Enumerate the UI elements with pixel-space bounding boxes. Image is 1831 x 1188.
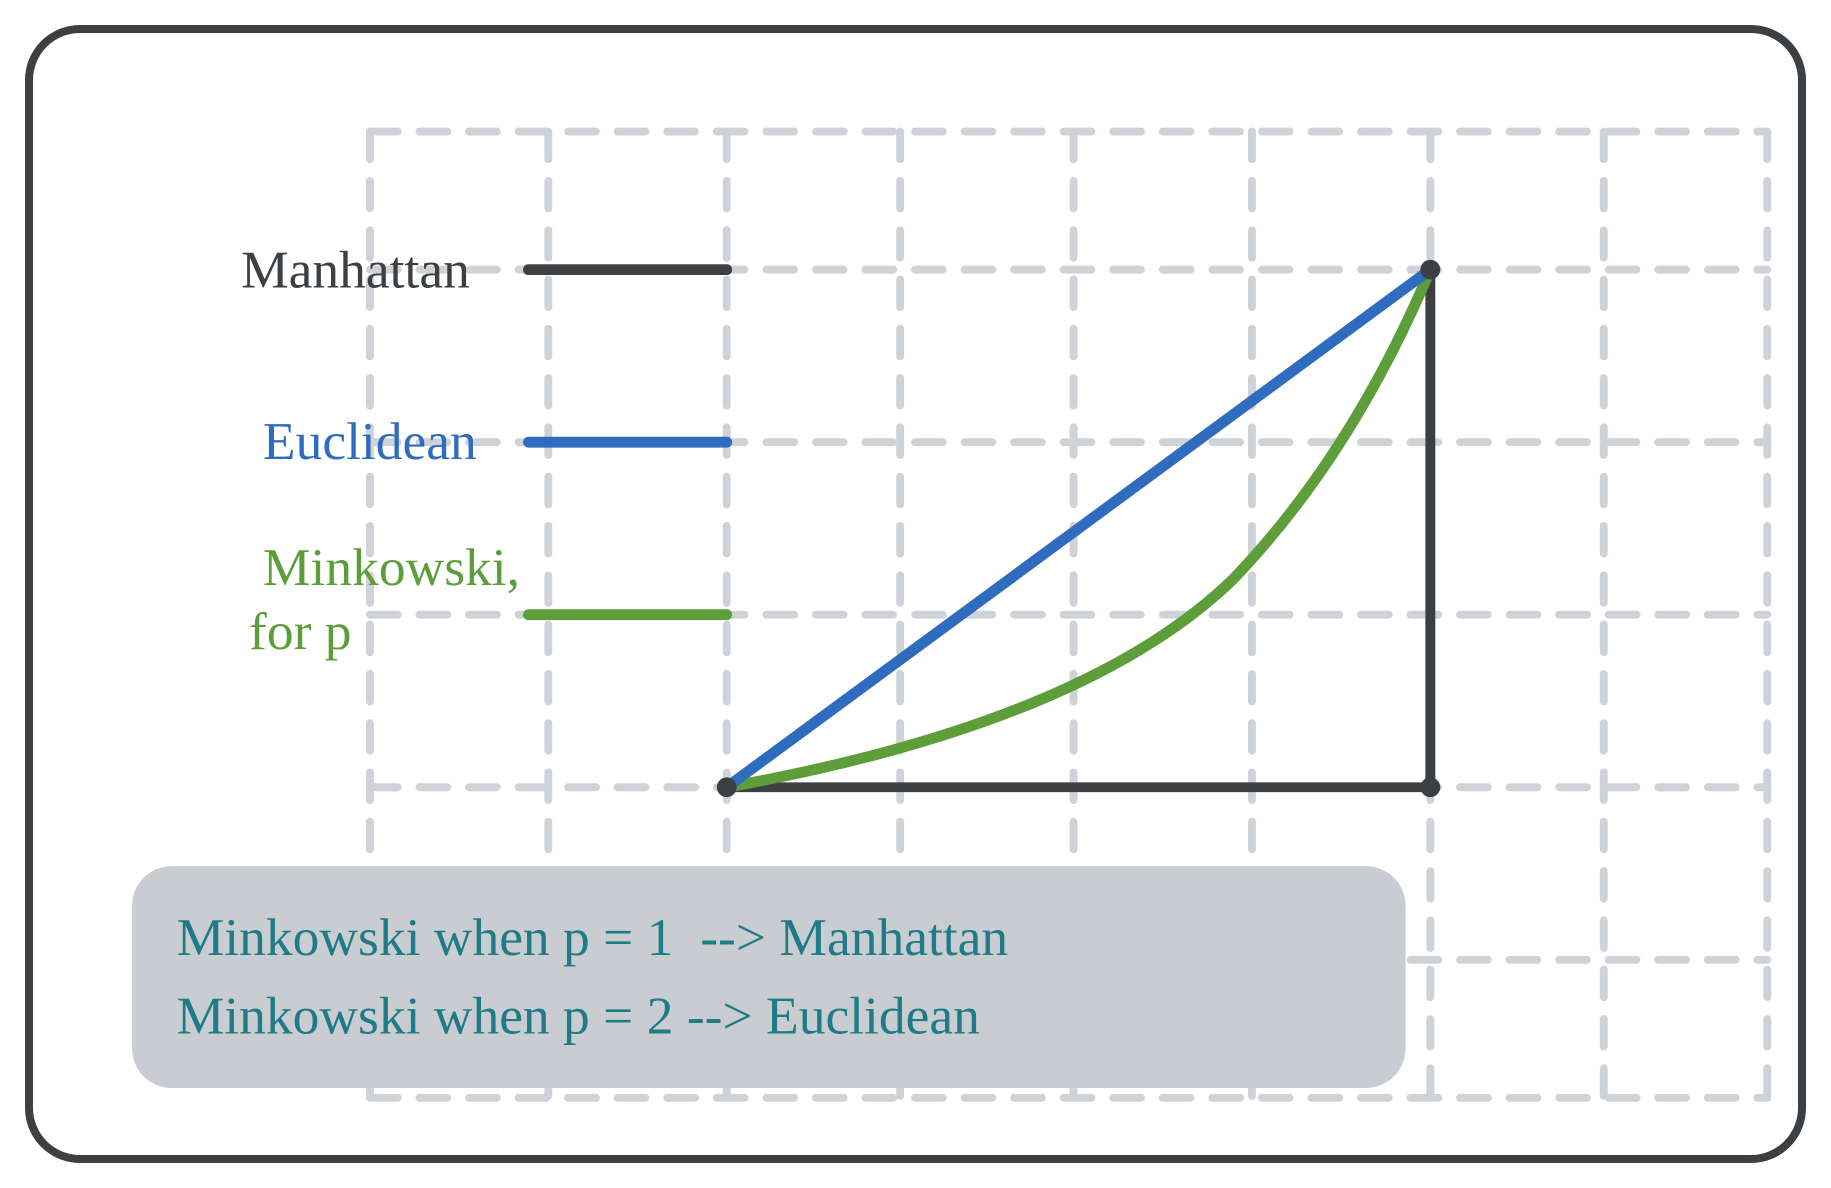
caption-line-2: Minkowski when p = 2 --> Euclidean [177, 986, 980, 1046]
caption-box-rect [132, 866, 1405, 1088]
diagram-frame: Minkowski when p = 1 --> Manhattan Minko… [0, 0, 1831, 1188]
diagram-card: Minkowski when p = 1 --> Manhattan Minko… [25, 25, 1806, 1163]
point-corner [1420, 777, 1440, 797]
legend-label-1: Euclidean [263, 411, 477, 471]
point-end [1420, 260, 1440, 280]
legend: Manhattan Euclidean Minkowski,for p [241, 239, 727, 661]
point-start [717, 777, 737, 797]
legend-label-2-line2: for p [249, 601, 352, 661]
euclidean-path [727, 270, 1431, 788]
diagram-svg: Minkowski when p = 1 --> Manhattan Minko… [33, 33, 1798, 1155]
legend-label-2-line1: Minkowski, [263, 537, 520, 597]
legend-label-0: Manhattan [241, 239, 470, 299]
caption-line-1: Minkowski when p = 1 --> Manhattan [177, 907, 1008, 967]
